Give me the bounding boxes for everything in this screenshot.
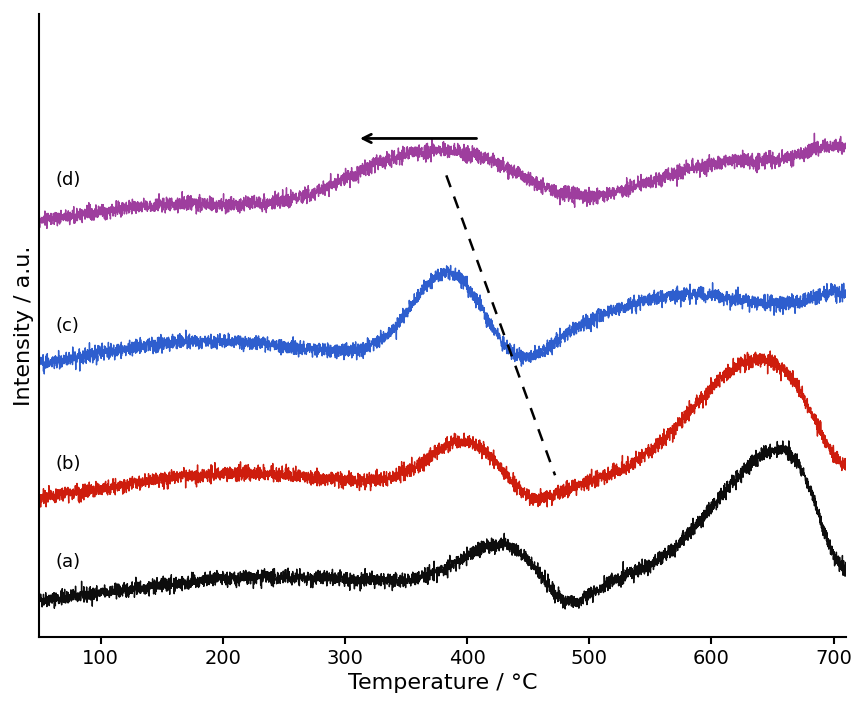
Text: (c): (c) <box>56 317 79 335</box>
Y-axis label: Intensity / a.u.: Intensity / a.u. <box>14 245 34 406</box>
Text: (b): (b) <box>56 455 81 473</box>
Text: (d): (d) <box>56 170 81 189</box>
Text: (a): (a) <box>56 553 81 571</box>
X-axis label: Temperature / °C: Temperature / °C <box>348 673 537 693</box>
